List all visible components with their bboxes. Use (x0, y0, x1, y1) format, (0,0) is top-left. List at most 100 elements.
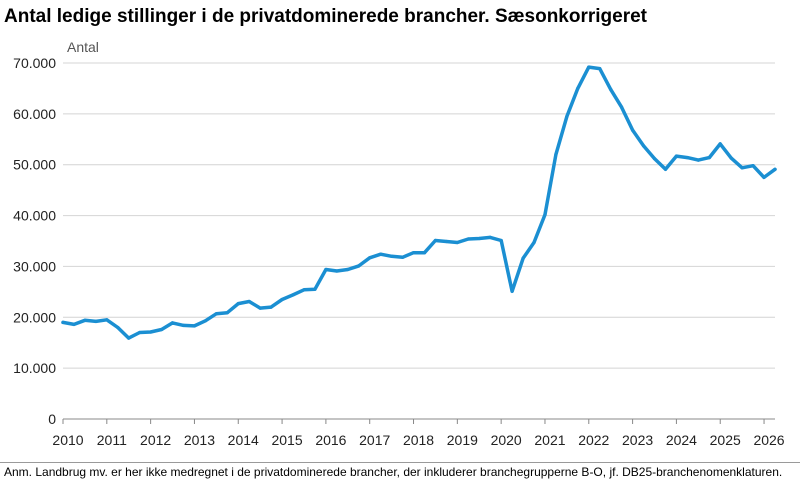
data-point (674, 154, 679, 158)
data-point (170, 321, 175, 325)
data-point (762, 175, 766, 179)
data-point (324, 267, 328, 272)
data-point (696, 158, 700, 162)
data-point (214, 312, 218, 316)
data-point (368, 256, 372, 260)
data-point (554, 152, 558, 157)
data-point (160, 327, 164, 332)
data-point (631, 128, 635, 132)
y-axis-unit-label: Antal (67, 39, 99, 55)
x-tick-label: 2021 (534, 432, 565, 448)
data-point (116, 325, 120, 330)
x-tick-label: 2025 (710, 432, 741, 448)
y-tick-label: 10.000 (13, 360, 56, 376)
x-tick-label: 2023 (622, 432, 653, 448)
x-tick-label: 2012 (140, 432, 171, 448)
data-point (379, 252, 383, 256)
data-point (225, 311, 229, 315)
data-point (433, 238, 437, 243)
data-point (455, 240, 459, 245)
data-point (181, 323, 186, 327)
data-point (477, 236, 481, 241)
x-tick-label: 2011 (97, 432, 127, 448)
y-tick-label: 20.000 (13, 309, 56, 325)
y-tick-label: 60.000 (13, 106, 56, 122)
data-point (258, 306, 262, 310)
x-tick-label: 2013 (184, 432, 215, 448)
data-point (685, 156, 690, 160)
data-point (609, 87, 613, 91)
data-point (138, 330, 142, 335)
data-point (532, 240, 536, 245)
footnote: Anm. Landbrug mv. er her ikke medregnet … (4, 465, 783, 479)
gridlines (63, 62, 775, 369)
data-point (422, 251, 427, 255)
data-point (269, 305, 273, 309)
data-point (291, 293, 295, 297)
data-point (773, 167, 777, 171)
x-axis-tick-labels: 2010 2011 2012 2013 2014 2015 2016 2017 2018 2019… (52, 432, 784, 448)
data-point (236, 302, 240, 306)
data-point (718, 142, 722, 146)
footnote-divider (0, 462, 800, 463)
data-point (576, 86, 580, 90)
data-point (598, 67, 602, 71)
data-point (401, 255, 405, 259)
data-point (642, 144, 646, 148)
data-point (280, 297, 284, 302)
data-point (357, 264, 361, 268)
data-point (729, 156, 733, 160)
data-point (149, 330, 153, 334)
data-point (740, 166, 744, 170)
data-point (521, 256, 525, 260)
line-chart: Antal 0 10.000 20.000 30.000 40.000 50.000 60.… (13, 39, 785, 448)
y-tick-label: 50.000 (13, 157, 56, 173)
y-tick-label: 70.000 (13, 55, 56, 71)
x-tick-label: 2015 (271, 432, 302, 448)
data-point (247, 299, 251, 304)
x-tick-label: 2019 (447, 432, 478, 448)
data-point (105, 318, 109, 322)
data-point (565, 114, 569, 118)
data-point (499, 238, 503, 243)
data-point (192, 324, 196, 328)
data-point (466, 237, 470, 241)
data-point (587, 65, 591, 69)
series-layer (61, 65, 777, 340)
data-point (751, 164, 755, 168)
data-point (620, 105, 624, 109)
data-point (543, 213, 547, 217)
x-tick-label: 2018 (403, 432, 434, 448)
data-point (663, 167, 668, 171)
y-tick-label: 40.000 (13, 208, 56, 224)
data-point (390, 254, 394, 258)
x-tick-label: 2010 (52, 432, 83, 448)
data-point (411, 251, 416, 255)
x-axis (62, 418, 775, 424)
data-point (488, 235, 492, 239)
x-tick-label: 2017 (359, 432, 390, 448)
data-point (83, 318, 87, 322)
x-tick-label: 2024 (666, 432, 697, 448)
data-point (203, 319, 207, 323)
y-tick-label: 30.000 (13, 258, 56, 274)
y-axis-tick-labels: 0 10.000 20.000 30.000 40.000 50.000 60.000 70.… (13, 55, 56, 427)
data-point (302, 288, 306, 292)
data-point (444, 239, 448, 244)
y-tick-label: 0 (48, 411, 56, 427)
x-tick-label: 2020 (491, 432, 522, 448)
x-tick-label: 2014 (228, 432, 259, 448)
x-tick-label: 2026 (753, 432, 784, 448)
x-tick-label: 2022 (578, 432, 609, 448)
data-point (652, 157, 657, 161)
data-point (72, 322, 76, 326)
data-point (510, 289, 514, 293)
chart-title: Antal ledige stillinger i de privatdomin… (4, 6, 648, 27)
data-point (313, 287, 317, 291)
data-point (707, 156, 711, 160)
x-tick-label: 2016 (315, 432, 346, 448)
data-point (61, 320, 65, 324)
data-point (335, 269, 339, 273)
data-point (94, 319, 98, 323)
series-line (61, 65, 777, 340)
